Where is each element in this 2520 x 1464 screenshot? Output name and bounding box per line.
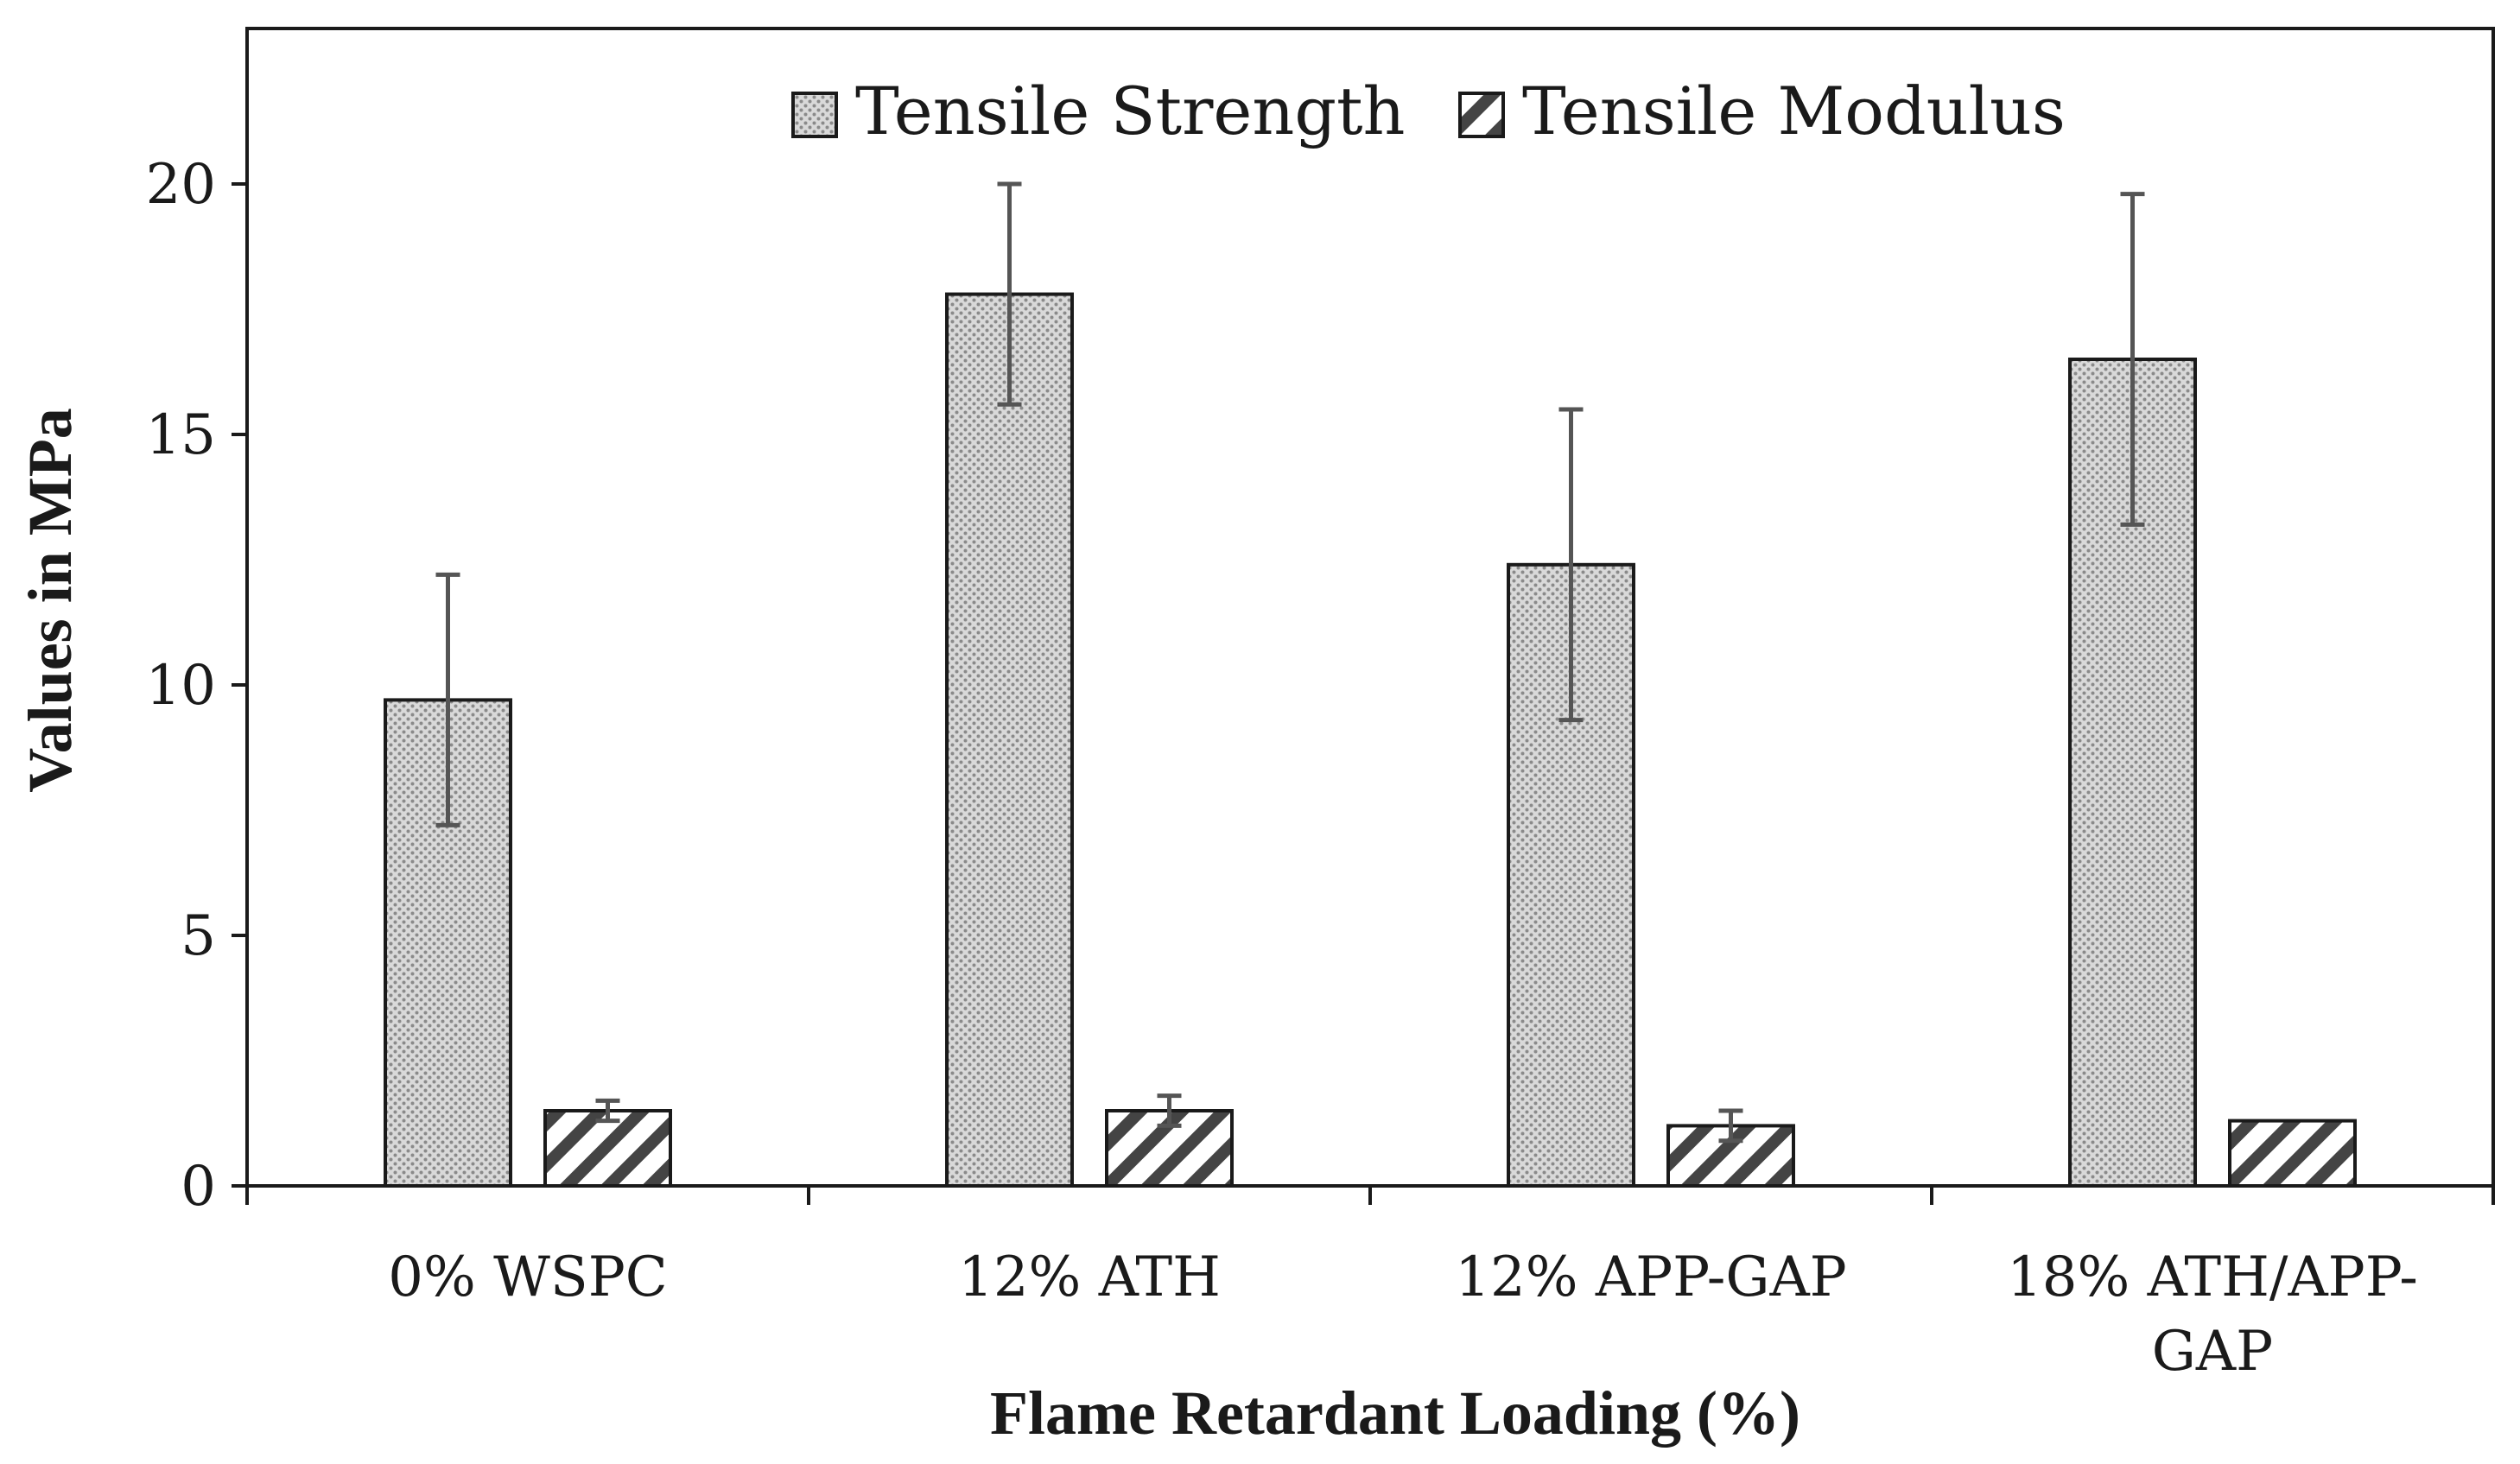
error-bars-group [435,181,2145,1144]
x-tick-label-line: GAP [2152,1320,2273,1384]
x-tick-label-line: 12% APP-GAP [1455,1245,1846,1309]
x-tick-label-line: 18% ATH/APP- [2007,1245,2418,1309]
bar-tensile-modulus [1105,1109,1234,1188]
y-axis-title: Values in MPa [16,408,85,792]
bars-group [384,292,2357,1188]
x-tick-label: 12% APP-GAP [1455,1245,1846,1309]
bar-tensile-strength [945,292,1074,1188]
x-tick-label: 12% ATH [958,1245,1221,1309]
x-tick-label: 0% WSPC [388,1245,668,1309]
y-tick-label: 10 [146,654,216,718]
y-tick-label: 5 [181,904,216,968]
legend: Tensile Strength Tensile Modulus [791,73,2066,149]
error-bar [1558,407,1584,723]
y-tick-label: 0 [181,1155,216,1219]
x-tick-label-line: 12% ATH [958,1245,1221,1309]
y-tick-label: 15 [146,403,216,467]
y-axis: 0 5 10 15 20 [146,29,249,1219]
error-bar [997,181,1022,407]
legend-swatch-tensile-strength [791,92,838,138]
legend-label-tensile-modulus: Tensile Modulus [1522,73,2066,149]
error-bar [595,1098,620,1124]
error-bar [2120,192,2145,527]
legend-label-tensile-strength: Tensile Strength [855,73,1405,149]
y-tick-label: 20 [146,153,216,217]
x-tick-label-line: 0% WSPC [388,1245,668,1309]
x-axis-title: Flame Retardant Loading (%) [990,1378,1800,1448]
bar-tensile-modulus [2228,1119,2357,1188]
error-bar [435,572,460,827]
legend-swatch-tensile-modulus [1458,92,1505,138]
error-bar [1157,1093,1182,1128]
x-axis: 0% WSPC 12% ATH 12% APP-GAP 18% ATH/APP- GAP [232,1184,2495,1384]
x-tick-label: 18% ATH/APP- GAP [2007,1245,2418,1384]
error-bar [1718,1108,1743,1144]
